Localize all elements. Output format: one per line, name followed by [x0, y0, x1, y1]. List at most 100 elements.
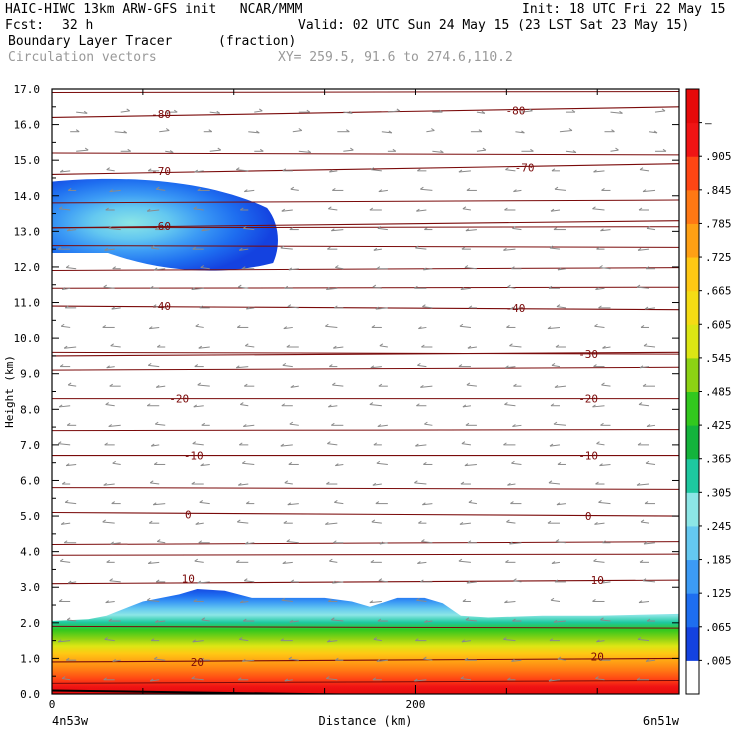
- circulation-vector: [556, 306, 567, 309]
- circulation-vector-head: [510, 306, 514, 310]
- circulation-vector-head: [244, 189, 248, 193]
- circulation-vector: [109, 189, 121, 193]
- circulation-vector-head: [530, 148, 534, 152]
- contour-label: 20: [591, 651, 604, 664]
- circulation-vector-head: [102, 519, 106, 523]
- circulation-vector-head: [333, 345, 337, 349]
- circulation-vector: [76, 149, 89, 152]
- circulation-vector-head: [307, 150, 312, 153]
- circulation-vector-head: [334, 499, 338, 503]
- circulation-vector-head: [199, 305, 204, 309]
- circulation-vector-head: [375, 501, 380, 505]
- circulation-vector-head: [64, 499, 69, 503]
- circulation-vector-head: [108, 618, 112, 622]
- circulation-vector-head: [288, 656, 293, 660]
- circulation-vector: [638, 404, 650, 407]
- circulation-vector: [290, 188, 299, 191]
- y-tick-label: 4.0: [20, 546, 40, 559]
- circulation-vector-head: [644, 501, 649, 505]
- circulation-vector-head: [595, 287, 599, 290]
- circulation-vector: [505, 366, 516, 369]
- colorbar-swatch: [686, 525, 699, 561]
- circulation-vector: [554, 188, 567, 191]
- circulation-vector: [60, 560, 71, 563]
- colorbar-label: .005: [705, 654, 732, 667]
- colorbar-label: .665: [705, 285, 732, 298]
- circulation-vector: [327, 640, 338, 643]
- circulation-vector-head: [595, 481, 599, 485]
- circulation-vector-head: [417, 561, 421, 564]
- circulation-vector-head: [392, 148, 397, 152]
- circulation-vector: [459, 522, 471, 525]
- circulation-vector-head: [289, 421, 294, 425]
- circulation-vector-head: [466, 580, 471, 584]
- circulation-vector: [64, 346, 77, 349]
- circulation-vector: [244, 580, 255, 583]
- circulation-vector: [286, 541, 299, 544]
- circulation-vector-head: [284, 285, 289, 289]
- colorbar-label: .065: [705, 621, 732, 634]
- circulation-vector: [414, 482, 427, 485]
- colorbar-label: .485: [705, 386, 732, 399]
- circulation-vector-head: [65, 463, 70, 467]
- circulation-vector-head: [58, 599, 63, 602]
- circulation-vector: [333, 346, 344, 349]
- circulation-vector-head: [464, 265, 469, 268]
- left-endpoint-label: 4n53w: [52, 714, 89, 728]
- circulation-vector: [515, 131, 525, 134]
- circulation-vector-head: [593, 364, 597, 368]
- circulation-vector-head: [377, 225, 382, 229]
- circulation-vector: [281, 599, 293, 602]
- circulation-vector: [415, 247, 427, 250]
- circulation-vector-head: [259, 108, 263, 112]
- circulation-vector-head: [329, 364, 333, 368]
- circulation-vector-head: [332, 382, 336, 386]
- circulation-vector: [240, 600, 249, 604]
- circulation-vector-head: [242, 460, 246, 464]
- circulation-vector-head: [244, 578, 248, 582]
- circulation-vector-head: [290, 579, 295, 583]
- circulation-vector: [155, 423, 166, 426]
- temperature-contour-line: [52, 351, 679, 357]
- circulation-vector: [418, 326, 427, 330]
- temperature-contour-line: [52, 106, 679, 119]
- circulation-vector: [555, 541, 567, 544]
- temperature-contour-line: [52, 220, 679, 229]
- contour-label: -80: [151, 108, 171, 121]
- circulation-vector-head: [549, 245, 554, 249]
- circulation-vector: [654, 110, 666, 113]
- circulation-vector: [599, 267, 611, 270]
- circulation-vector-head: [467, 345, 472, 349]
- circulation-vector: [556, 503, 567, 506]
- circulation-vector-head: [197, 382, 202, 386]
- circulation-vector: [284, 482, 293, 485]
- circulation-vector-head: [64, 305, 69, 309]
- circulation-vector: [68, 581, 77, 584]
- circulation-vector-head: [379, 541, 384, 545]
- colorbar-label: –: [705, 117, 712, 130]
- circulation-vector-head: [466, 188, 471, 191]
- circulation-vector: [191, 678, 204, 681]
- contour-line: [52, 286, 679, 289]
- circulation-vector-head: [282, 362, 287, 366]
- circulation-vector-head: [289, 227, 294, 230]
- circulation-vector-head: [459, 323, 464, 327]
- circulation-vector-head: [513, 383, 517, 387]
- circulation-vector-head: [417, 362, 421, 366]
- contour-label: 0: [585, 510, 592, 523]
- circulation-vector-head: [642, 383, 647, 387]
- circulation-vector: [462, 208, 471, 211]
- contour-line: [52, 679, 679, 684]
- circulation-vector: [387, 110, 400, 113]
- circulation-vector: [458, 560, 471, 563]
- circulation-vector: [197, 384, 210, 387]
- circulation-vector-head: [197, 580, 202, 584]
- circulation-vector-head: [376, 460, 381, 464]
- circulation-vector: [106, 169, 115, 172]
- circulation-vector: [110, 542, 121, 545]
- colorbar-swatch: [686, 290, 699, 325]
- circulation-vector: [638, 600, 650, 604]
- circulation-vector: [328, 208, 338, 211]
- circulation-vector-head: [155, 186, 160, 190]
- circulation-vector: [326, 287, 338, 290]
